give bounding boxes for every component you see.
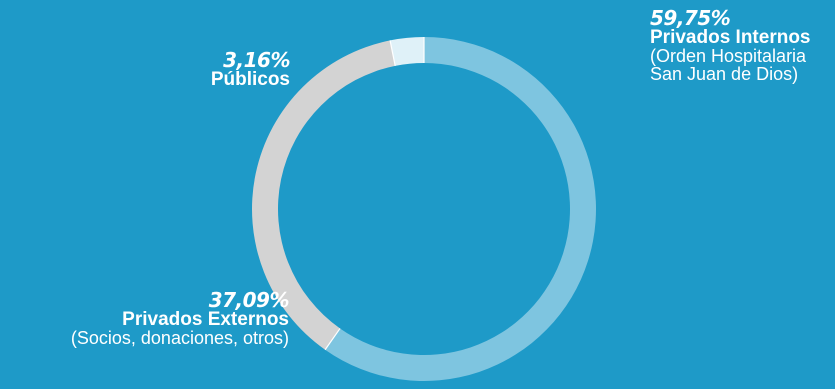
slice-percent: 3,16% <box>223 48 290 72</box>
donut-slice-p-blicos <box>390 37 424 66</box>
slice-label-publicos: 3,16% Públicos <box>210 48 291 90</box>
slice-percent: 59,75% <box>650 6 731 30</box>
slice-separator <box>324 328 341 351</box>
slice-name: Públicos <box>210 69 290 90</box>
slice-detail-line: San Juan de Dios) <box>650 64 799 84</box>
slice-label-privados-externos: 37,09% Privados Externos (Socios, donaci… <box>70 288 290 348</box>
donut-slice-privados-internos <box>325 37 596 382</box>
donut-slice-privados-externos <box>252 40 396 350</box>
slice-detail-line: (Socios, donaciones, otros) <box>70 328 289 348</box>
slice-percent: 37,09% <box>208 288 290 312</box>
slice-separator <box>389 40 396 66</box>
slice-name: Privados Internos <box>650 27 811 48</box>
slice-label-privados-internos: 59,75% Privados Internos (Orden Hospital… <box>650 8 811 83</box>
slice-detail-line: (Orden Hospitalaria <box>650 46 807 66</box>
slice-name: Privados Externos <box>122 309 289 330</box>
